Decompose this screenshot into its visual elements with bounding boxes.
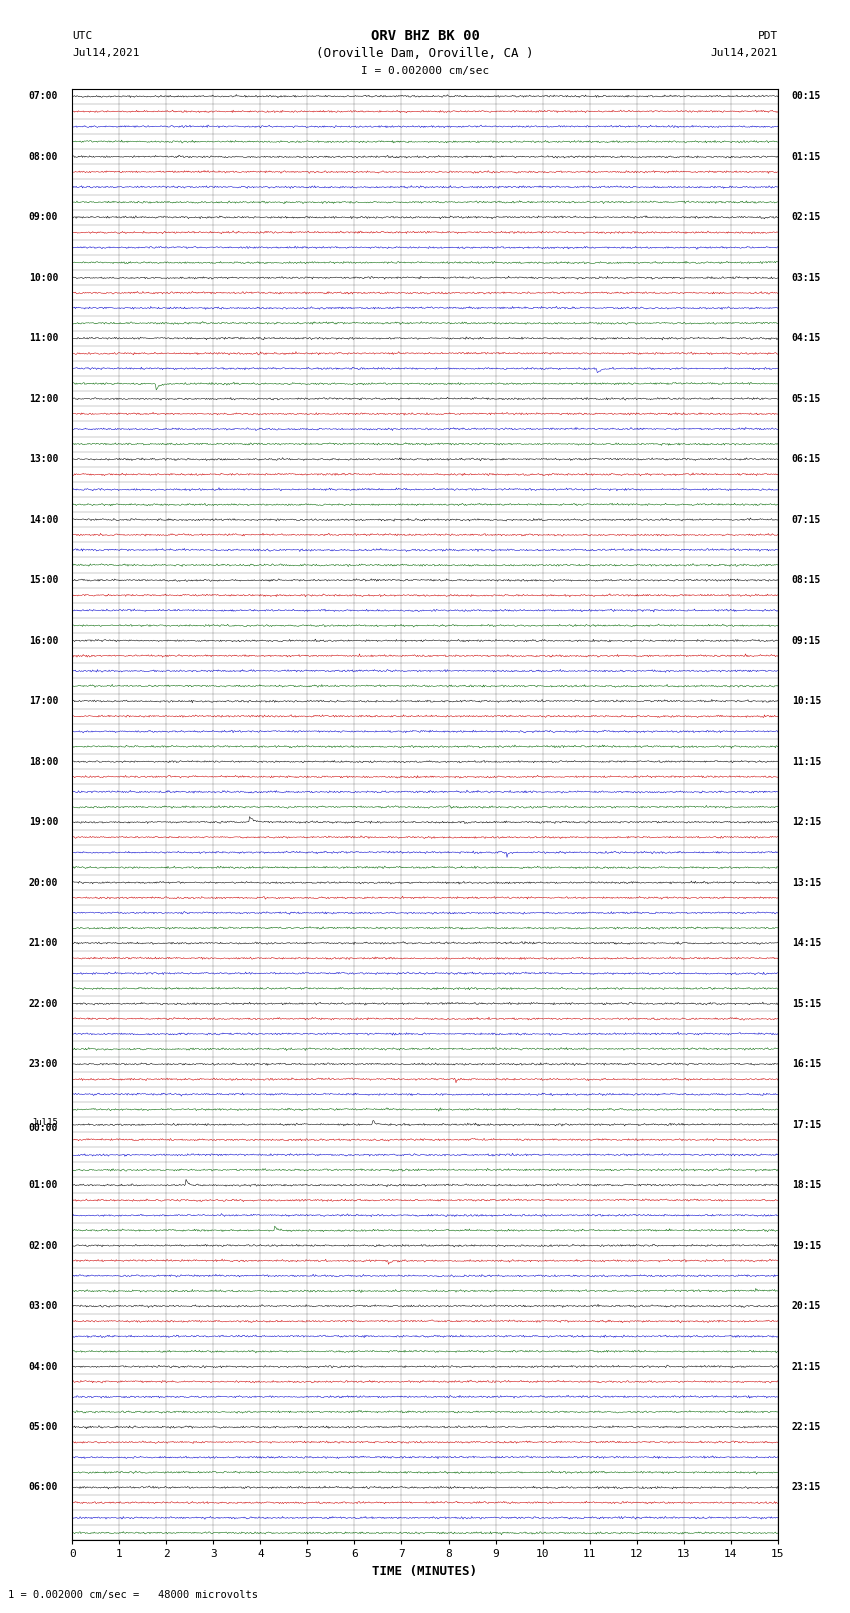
Text: 14:15: 14:15 <box>792 939 821 948</box>
Text: I = 0.002000 cm/sec: I = 0.002000 cm/sec <box>361 66 489 76</box>
Text: UTC: UTC <box>72 31 93 40</box>
Text: 22:00: 22:00 <box>29 998 58 1008</box>
Text: 04:15: 04:15 <box>792 334 821 344</box>
Text: 17:00: 17:00 <box>29 697 58 706</box>
Text: (Oroville Dam, Oroville, CA ): (Oroville Dam, Oroville, CA ) <box>316 47 534 60</box>
Text: PDT: PDT <box>757 31 778 40</box>
Text: 07:00: 07:00 <box>29 92 58 102</box>
Text: 05:00: 05:00 <box>29 1423 58 1432</box>
Text: 16:00: 16:00 <box>29 636 58 645</box>
Text: 21:15: 21:15 <box>792 1361 821 1371</box>
Text: 03:15: 03:15 <box>792 273 821 282</box>
Text: 09:00: 09:00 <box>29 213 58 223</box>
Text: 00:00: 00:00 <box>29 1123 58 1134</box>
Text: 13:00: 13:00 <box>29 455 58 465</box>
Text: 06:00: 06:00 <box>29 1482 58 1492</box>
Text: 05:15: 05:15 <box>792 394 821 403</box>
Text: 01:15: 01:15 <box>792 152 821 161</box>
Text: 07:15: 07:15 <box>792 515 821 524</box>
Text: 11:00: 11:00 <box>29 334 58 344</box>
Text: 14:00: 14:00 <box>29 515 58 524</box>
Text: 18:00: 18:00 <box>29 756 58 766</box>
Text: 23:00: 23:00 <box>29 1060 58 1069</box>
Text: 20:15: 20:15 <box>792 1302 821 1311</box>
Text: 1 = 0.002000 cm/sec =   48000 microvolts: 1 = 0.002000 cm/sec = 48000 microvolts <box>8 1590 258 1600</box>
Text: 15:15: 15:15 <box>792 998 821 1008</box>
Text: 10:00: 10:00 <box>29 273 58 282</box>
Text: ORV BHZ BK 00: ORV BHZ BK 00 <box>371 29 479 44</box>
Text: 00:15: 00:15 <box>792 92 821 102</box>
Text: Jul14,2021: Jul14,2021 <box>72 48 139 58</box>
X-axis label: TIME (MINUTES): TIME (MINUTES) <box>372 1565 478 1578</box>
Text: 18:15: 18:15 <box>792 1181 821 1190</box>
Text: 10:15: 10:15 <box>792 697 821 706</box>
Text: 19:00: 19:00 <box>29 818 58 827</box>
Text: 15:00: 15:00 <box>29 576 58 586</box>
Text: Jul14,2021: Jul14,2021 <box>711 48 778 58</box>
Text: 02:00: 02:00 <box>29 1240 58 1250</box>
Text: 12:15: 12:15 <box>792 818 821 827</box>
Text: 13:15: 13:15 <box>792 877 821 887</box>
Text: 21:00: 21:00 <box>29 939 58 948</box>
Text: 03:00: 03:00 <box>29 1302 58 1311</box>
Text: 08:00: 08:00 <box>29 152 58 161</box>
Text: 06:15: 06:15 <box>792 455 821 465</box>
Text: 12:00: 12:00 <box>29 394 58 403</box>
Text: 16:15: 16:15 <box>792 1060 821 1069</box>
Text: 04:00: 04:00 <box>29 1361 58 1371</box>
Text: 09:15: 09:15 <box>792 636 821 645</box>
Text: 23:15: 23:15 <box>792 1482 821 1492</box>
Text: 19:15: 19:15 <box>792 1240 821 1250</box>
Text: 01:00: 01:00 <box>29 1181 58 1190</box>
Text: 11:15: 11:15 <box>792 756 821 766</box>
Text: 08:15: 08:15 <box>792 576 821 586</box>
Text: 02:15: 02:15 <box>792 213 821 223</box>
Text: 22:15: 22:15 <box>792 1423 821 1432</box>
Text: 17:15: 17:15 <box>792 1119 821 1129</box>
Text: 20:00: 20:00 <box>29 877 58 887</box>
Text: Jul15: Jul15 <box>31 1118 58 1127</box>
